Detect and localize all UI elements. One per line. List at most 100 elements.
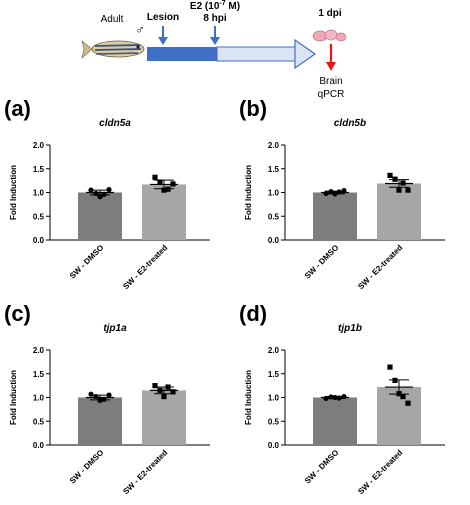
chart-2-y-tick-label: 0.0: [268, 236, 280, 245]
chart-3-y-tick-label: 0.5: [33, 417, 45, 426]
chart-2-y-tick-label: 0.5: [268, 212, 280, 221]
chart-3-y-tick-label: 2.0: [33, 346, 45, 355]
chart-1-data-point: [106, 187, 112, 193]
chart-4-bar: [313, 397, 357, 445]
panel-a-chart: (a) cldn5a 0.0 0.5 1.0 1.5 2.0 Fold Induction SW…: [4, 100, 210, 290]
adult-label: Adult: [101, 14, 124, 25]
male-symbol: ♂: [135, 22, 145, 37]
brain-icon: [312, 29, 347, 42]
chart-4-data-point: [400, 393, 406, 400]
chart-4-y-tick-label: 2.0: [268, 346, 280, 355]
chart-3-data-point: [93, 393, 99, 400]
lesion-label: Lesion: [147, 12, 179, 23]
chart-4-bar: [377, 387, 421, 445]
chart-2-category-label: SW - E2-treated: [356, 243, 404, 290]
panel-c-chart: (c) tjp1a 0.0 0.5 1.0 1.5 2.0 Fold Induction SW …: [4, 305, 210, 496]
chart-2-data-point: [323, 190, 329, 197]
chart-2-y-axis-label: Fold Induction: [244, 165, 253, 220]
e2-dose-label: E2 (10-7 M): [190, 0, 240, 12]
chart-4-data-point: [405, 400, 411, 406]
chart-3-data-point: [106, 392, 112, 398]
chart-3-y-tick-label: 1.5: [33, 370, 45, 379]
chart-2-data-point: [405, 187, 411, 193]
chart-1-panel-letter: (a): [4, 100, 31, 121]
chart-4-data-point: [336, 395, 342, 401]
chart-3-category-label: SW - E2-treated: [121, 448, 169, 496]
chart-1-category-label: SW - DMSO: [68, 243, 105, 280]
chart-4-data-point: [392, 377, 398, 383]
chart-4-data-point: [323, 395, 329, 402]
chart-1-y-tick-label: 2.0: [33, 141, 45, 150]
chart-3-data-point: [97, 397, 103, 403]
chart-3-panel-letter: (c): [4, 305, 31, 326]
brain-label: Brain: [319, 76, 342, 87]
hpi-label: 8 hpi: [203, 13, 227, 24]
panel-b-chart: (b) cldn5b 0.0 0.5 1.0 1.5 2.0 Fold Induction SW…: [239, 100, 445, 290]
chart-3-data-point: [101, 396, 107, 402]
chart-4-y-tick-label: 1.0: [268, 394, 280, 403]
chart-3-data-point: [88, 391, 94, 397]
chart-4-data-point: [332, 394, 338, 401]
chart-2-data-point: [336, 189, 342, 195]
chart-4-y-tick-label: 0.0: [268, 441, 280, 450]
chart-1-y-tick-label: 1.0: [33, 189, 45, 198]
chart-2-title: cldn5b: [334, 118, 366, 129]
chart-3-y-tick-label: 1.0: [33, 394, 45, 403]
chart-2-panel-letter: (b): [239, 100, 267, 121]
chart-1-title: cldn5a: [99, 118, 131, 129]
chart-4-y-tick-label: 1.5: [268, 370, 280, 379]
chart-1-data-point: [88, 187, 94, 193]
chart-2-data-point: [332, 191, 338, 197]
chart-1-data-point: [165, 186, 171, 192]
e2-marker-arrow: [210, 26, 220, 45]
chart-2-data-point: [396, 187, 402, 193]
chart-2-data-point: [387, 172, 393, 178]
chart-1-data-point: [152, 174, 158, 180]
chart-4-data-point: [341, 393, 347, 400]
chart-1-y-tick-label: 0.0: [33, 236, 45, 245]
chart-4-data-point: [328, 394, 334, 400]
chart-2-bar: [377, 183, 421, 240]
chart-4-category-label: SW - E2-treated: [356, 448, 404, 496]
chart-2-data-point: [400, 180, 406, 186]
panel-d-chart: (d) tjp1b 0.0 0.5 1.0 1.5 2.0 Fold Induction SW …: [239, 305, 445, 496]
chart-2-data-point: [341, 188, 347, 194]
chart-3-data-point: [170, 389, 176, 395]
chart-4-data-point: [387, 364, 393, 370]
chart-2-y-tick-label: 1.0: [268, 189, 280, 198]
chart-3-y-tick-label: 0.0: [33, 441, 45, 450]
chart-1-y-axis-label: Fold Induction: [9, 165, 18, 220]
chart-1-y-tick-label: 0.5: [33, 212, 45, 221]
timeline-arrow: [147, 38, 317, 70]
chart-3-y-axis-label: Fold Induction: [9, 370, 18, 425]
qpcr-arrow: [326, 44, 336, 71]
chart-3-data-point: [165, 384, 171, 390]
timeline-schematic: Adult ♂ Lesion E2 (10-7 M) 8 hpi 1 dpi B…: [81, 0, 347, 100]
chart-1-y-tick-label: 1.5: [33, 165, 45, 174]
chart-3-bar: [78, 397, 122, 445]
chart-2-y-tick-label: 2.0: [268, 141, 280, 150]
qpcr-label: qPCR: [318, 89, 345, 100]
chart-3-data-point: [157, 387, 163, 393]
chart-1-category-label: SW - E2-treated: [121, 243, 169, 290]
chart-2-y-tick-label: 1.5: [268, 165, 280, 174]
chart-3-bar: [142, 390, 186, 445]
chart-4-data-point: [396, 391, 402, 397]
chart-3-title: tjp1a: [103, 323, 127, 334]
chart-2-bar: [313, 192, 357, 240]
chart-3-data-point: [152, 383, 158, 389]
chart-2-data-point: [392, 176, 398, 182]
chart-1-data-point: [157, 179, 163, 185]
chart-1-bar: [78, 192, 122, 240]
chart-4-category-label: SW - DMSO: [303, 448, 340, 485]
chart-1-data-point: [101, 191, 107, 197]
chart-1-data-point: [97, 194, 103, 200]
zebrafish-icon: [81, 40, 145, 59]
chart-4-panel-letter: (d): [239, 305, 267, 326]
chart-4-y-tick-label: 0.5: [268, 417, 280, 426]
chart-4-title: tjp1b: [338, 323, 362, 334]
chart-1-bar: [142, 184, 186, 240]
chart-4-y-axis-label: Fold Induction: [244, 370, 253, 425]
chart-1-data-point: [170, 181, 176, 187]
chart-2-category-label: SW - DMSO: [303, 243, 340, 280]
